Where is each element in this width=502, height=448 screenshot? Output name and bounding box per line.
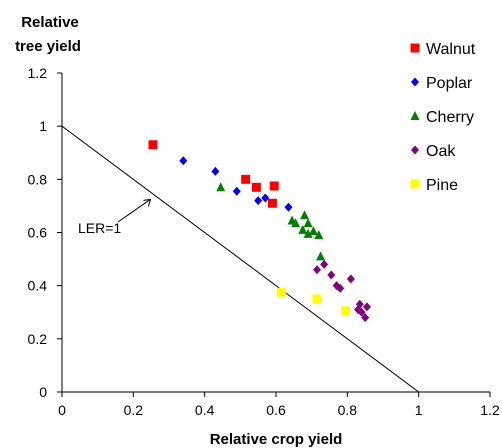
ler-arrow-head bbox=[143, 198, 152, 207]
poplar-point bbox=[284, 202, 293, 212]
legend-cherry-label: Cherry bbox=[426, 109, 474, 126]
ler-annotation-arrow bbox=[117, 198, 151, 223]
cherry-point bbox=[303, 218, 313, 228]
y-axis-title-line-2: tree yield bbox=[15, 38, 81, 55]
poplar-point bbox=[254, 196, 263, 206]
pine-point bbox=[312, 294, 322, 304]
y-tick-label: 0.2 bbox=[28, 331, 48, 347]
oak-point bbox=[336, 283, 345, 293]
x-tick-label: 0 bbox=[58, 402, 66, 418]
legend-oak-marker bbox=[411, 145, 419, 155]
y-axis-title-line-1: Relative bbox=[21, 14, 79, 31]
x-tick-label: 0.6 bbox=[266, 402, 286, 418]
x-tick-label: 0.8 bbox=[338, 402, 358, 418]
oak-point bbox=[313, 265, 322, 275]
cherry-point bbox=[216, 182, 226, 192]
y-tick-label: 0 bbox=[39, 384, 47, 400]
poplar-point bbox=[179, 156, 188, 166]
cherry-point bbox=[314, 230, 324, 240]
x-axis-title: Relative crop yield bbox=[210, 431, 343, 448]
plot-area: 0 0.2 0.4 0.6 0.8 1 1.2 0 0.2 0.4 0.6 0.8 1 1.2 LER=1 bbox=[28, 65, 500, 418]
y-tick-label: 0.4 bbox=[28, 278, 48, 294]
pine-point bbox=[341, 306, 351, 316]
oak-point bbox=[354, 305, 363, 315]
oak-point bbox=[327, 270, 336, 280]
oak-point bbox=[346, 274, 355, 284]
legend-walnut-marker bbox=[410, 43, 420, 53]
cherry-point bbox=[300, 210, 310, 220]
oak-point bbox=[320, 259, 329, 269]
pine-point bbox=[276, 287, 286, 297]
legend-poplar-label: Poplar bbox=[426, 75, 473, 92]
y-tick-label: 1 bbox=[39, 118, 47, 134]
y-tick-label: 1.2 bbox=[28, 65, 48, 81]
cherry-point bbox=[303, 228, 313, 238]
x-tick-label: 1 bbox=[415, 402, 423, 418]
cherry-point bbox=[308, 226, 318, 236]
x-tick-label: 1.2 bbox=[480, 402, 500, 418]
x-tick-label: 0.2 bbox=[124, 402, 144, 418]
y-tick-label: 0.8 bbox=[28, 171, 48, 187]
oak-point bbox=[362, 302, 371, 312]
walnut-point bbox=[251, 182, 261, 192]
legend-walnut-label: Walnut bbox=[426, 41, 476, 58]
poplar-point bbox=[261, 193, 270, 203]
legend: Walnut Poplar Cherry Oak Pine bbox=[410, 41, 476, 194]
y-tick-label: 0.6 bbox=[28, 225, 48, 241]
legend-poplar-marker bbox=[411, 77, 419, 87]
poplar-point bbox=[211, 166, 220, 176]
ler-annotation-label: LER=1 bbox=[78, 220, 121, 236]
legend-pine-marker bbox=[410, 179, 420, 189]
cherry-point bbox=[291, 218, 301, 228]
walnut-point bbox=[148, 140, 158, 150]
walnut-point bbox=[241, 174, 251, 184]
ler-reference-line bbox=[61, 125, 419, 393]
walnut-point bbox=[269, 181, 279, 191]
legend-cherry-marker bbox=[410, 111, 420, 120]
cherry-point bbox=[298, 224, 308, 234]
legend-pine-label: Pine bbox=[426, 177, 458, 194]
x-tick-label: 0.4 bbox=[195, 402, 215, 418]
cherry-point bbox=[316, 251, 326, 261]
walnut-point bbox=[267, 198, 277, 208]
legend-oak-label: Oak bbox=[426, 143, 456, 160]
oak-point bbox=[361, 313, 370, 323]
poplar-point bbox=[232, 186, 241, 196]
